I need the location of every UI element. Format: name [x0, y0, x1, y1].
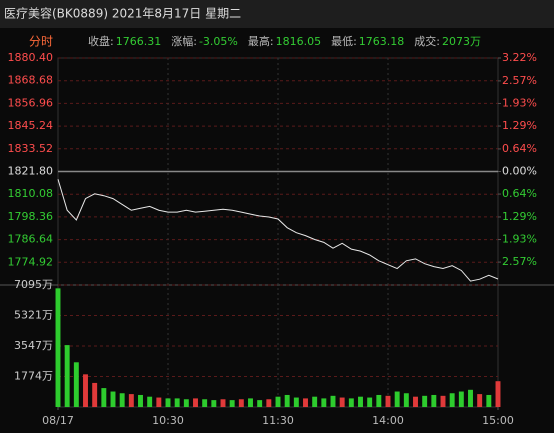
y2-tick-label: 3.22%: [502, 51, 537, 64]
y2-tick-label: 0.64%: [502, 187, 537, 200]
info-label: 最高:: [248, 34, 274, 48]
volume-bar: [229, 400, 235, 407]
volume-bar: [330, 395, 336, 407]
volume-bar: [257, 400, 263, 407]
volume-bar: [174, 398, 180, 407]
y2-tick-label: 2.57%: [502, 255, 537, 268]
volume-bar: [394, 391, 400, 407]
volume-bar: [348, 398, 354, 407]
volume-bar: [147, 396, 153, 407]
volume-bar: [119, 393, 125, 407]
chart-title: 医疗美容(BK0889) 2021年8月17日 星期二: [4, 6, 241, 21]
volume-bar: [431, 394, 437, 407]
price-line: [57, 179, 499, 282]
x-tick-label: 15:00: [482, 414, 514, 427]
info-label: 最低:: [331, 35, 357, 48]
volume-bar: [284, 394, 290, 407]
info-value: -3.05%: [199, 35, 238, 48]
y-tick-label: 1856.96: [8, 96, 54, 109]
title-bar: [0, 0, 554, 28]
x-tick-label: 11:30: [262, 414, 294, 427]
info-value: 1766.31: [116, 35, 162, 48]
volume-tick-label: 7095万: [14, 278, 53, 291]
volume-bar: [293, 397, 299, 407]
volume-bar: [156, 397, 162, 407]
volume-bar: [193, 398, 198, 407]
info-value: 1816.05: [276, 35, 322, 48]
volume-bar: [477, 394, 483, 407]
volume-bar: [449, 393, 455, 407]
volume-bar: [83, 374, 88, 407]
volume-bar: [275, 396, 281, 407]
info-value: 1763.18: [359, 35, 405, 48]
volume-bar: [358, 396, 363, 407]
volume-bar: [92, 382, 98, 407]
volume-bar: [303, 398, 308, 407]
info-label: 涨幅:: [171, 35, 197, 48]
info-label: 收盘:: [88, 34, 114, 48]
y-tick-label: 1880.40: [8, 51, 54, 64]
y2-tick-label: 1.93%: [502, 233, 537, 246]
volume-bar: [248, 398, 253, 407]
info-label: 成交:: [414, 34, 440, 48]
volume-bar: [183, 399, 189, 407]
volume-bar: [413, 396, 418, 407]
volume-bar: [238, 399, 244, 407]
y2-tick-label: 0.64%: [502, 142, 537, 155]
x-tick-label: 14:00: [372, 414, 404, 427]
volume-tick-label: 5321万: [14, 309, 53, 322]
volume-bar: [385, 395, 391, 407]
x-tick-label: 08/17: [42, 414, 74, 427]
tab[interactable]: 分时: [29, 35, 53, 49]
volume-bar: [367, 397, 373, 407]
y-tick-label: 1821.80: [8, 165, 54, 178]
y2-tick-label: 0.00%: [502, 165, 537, 178]
y-tick-label: 1833.52: [8, 142, 54, 155]
volume-bar: [486, 394, 492, 407]
volume-bar: [220, 399, 226, 407]
y-tick-label: 1810.08: [8, 187, 54, 200]
volume-bar: [73, 362, 79, 407]
volume-bar: [339, 397, 345, 407]
volume-bar: [468, 389, 473, 407]
volume-bar: [110, 391, 116, 407]
volume-bar: [165, 398, 171, 407]
volume-bar: [128, 394, 134, 407]
volume-bar: [211, 400, 217, 407]
volume-bar: [422, 395, 428, 407]
y-tick-label: 1774.92: [8, 255, 54, 268]
volume-bar: [202, 399, 208, 407]
volume-bar: [138, 394, 143, 407]
volume-bar: [55, 288, 61, 407]
volume-bar: [458, 391, 464, 407]
volume-bar: [64, 345, 70, 407]
info-value: 2073万: [442, 35, 481, 48]
y2-tick-label: 1.29%: [502, 119, 537, 132]
volume-bar: [440, 395, 446, 407]
volume-bar: [403, 393, 409, 407]
y-tick-label: 1798.36: [8, 210, 54, 223]
volume-bar: [312, 396, 318, 407]
y2-tick-label: 2.57%: [502, 74, 537, 87]
volume-tick-label: 3547万: [14, 339, 53, 352]
x-tick-label: 10:30: [152, 414, 184, 427]
y2-tick-label: 1.29%: [502, 210, 537, 223]
volume-bar: [266, 399, 272, 407]
volume-bar: [495, 381, 501, 407]
y2-tick-label: 1.93%: [502, 96, 537, 109]
y-tick-label: 1786.64: [8, 233, 54, 246]
y-tick-label: 1845.24: [8, 119, 54, 132]
y-tick-label: 1868.68: [8, 74, 54, 87]
volume-bar: [321, 398, 327, 407]
volume-bar: [376, 394, 382, 407]
volume-tick-label: 1774万: [14, 369, 53, 382]
volume-bar: [101, 388, 107, 407]
